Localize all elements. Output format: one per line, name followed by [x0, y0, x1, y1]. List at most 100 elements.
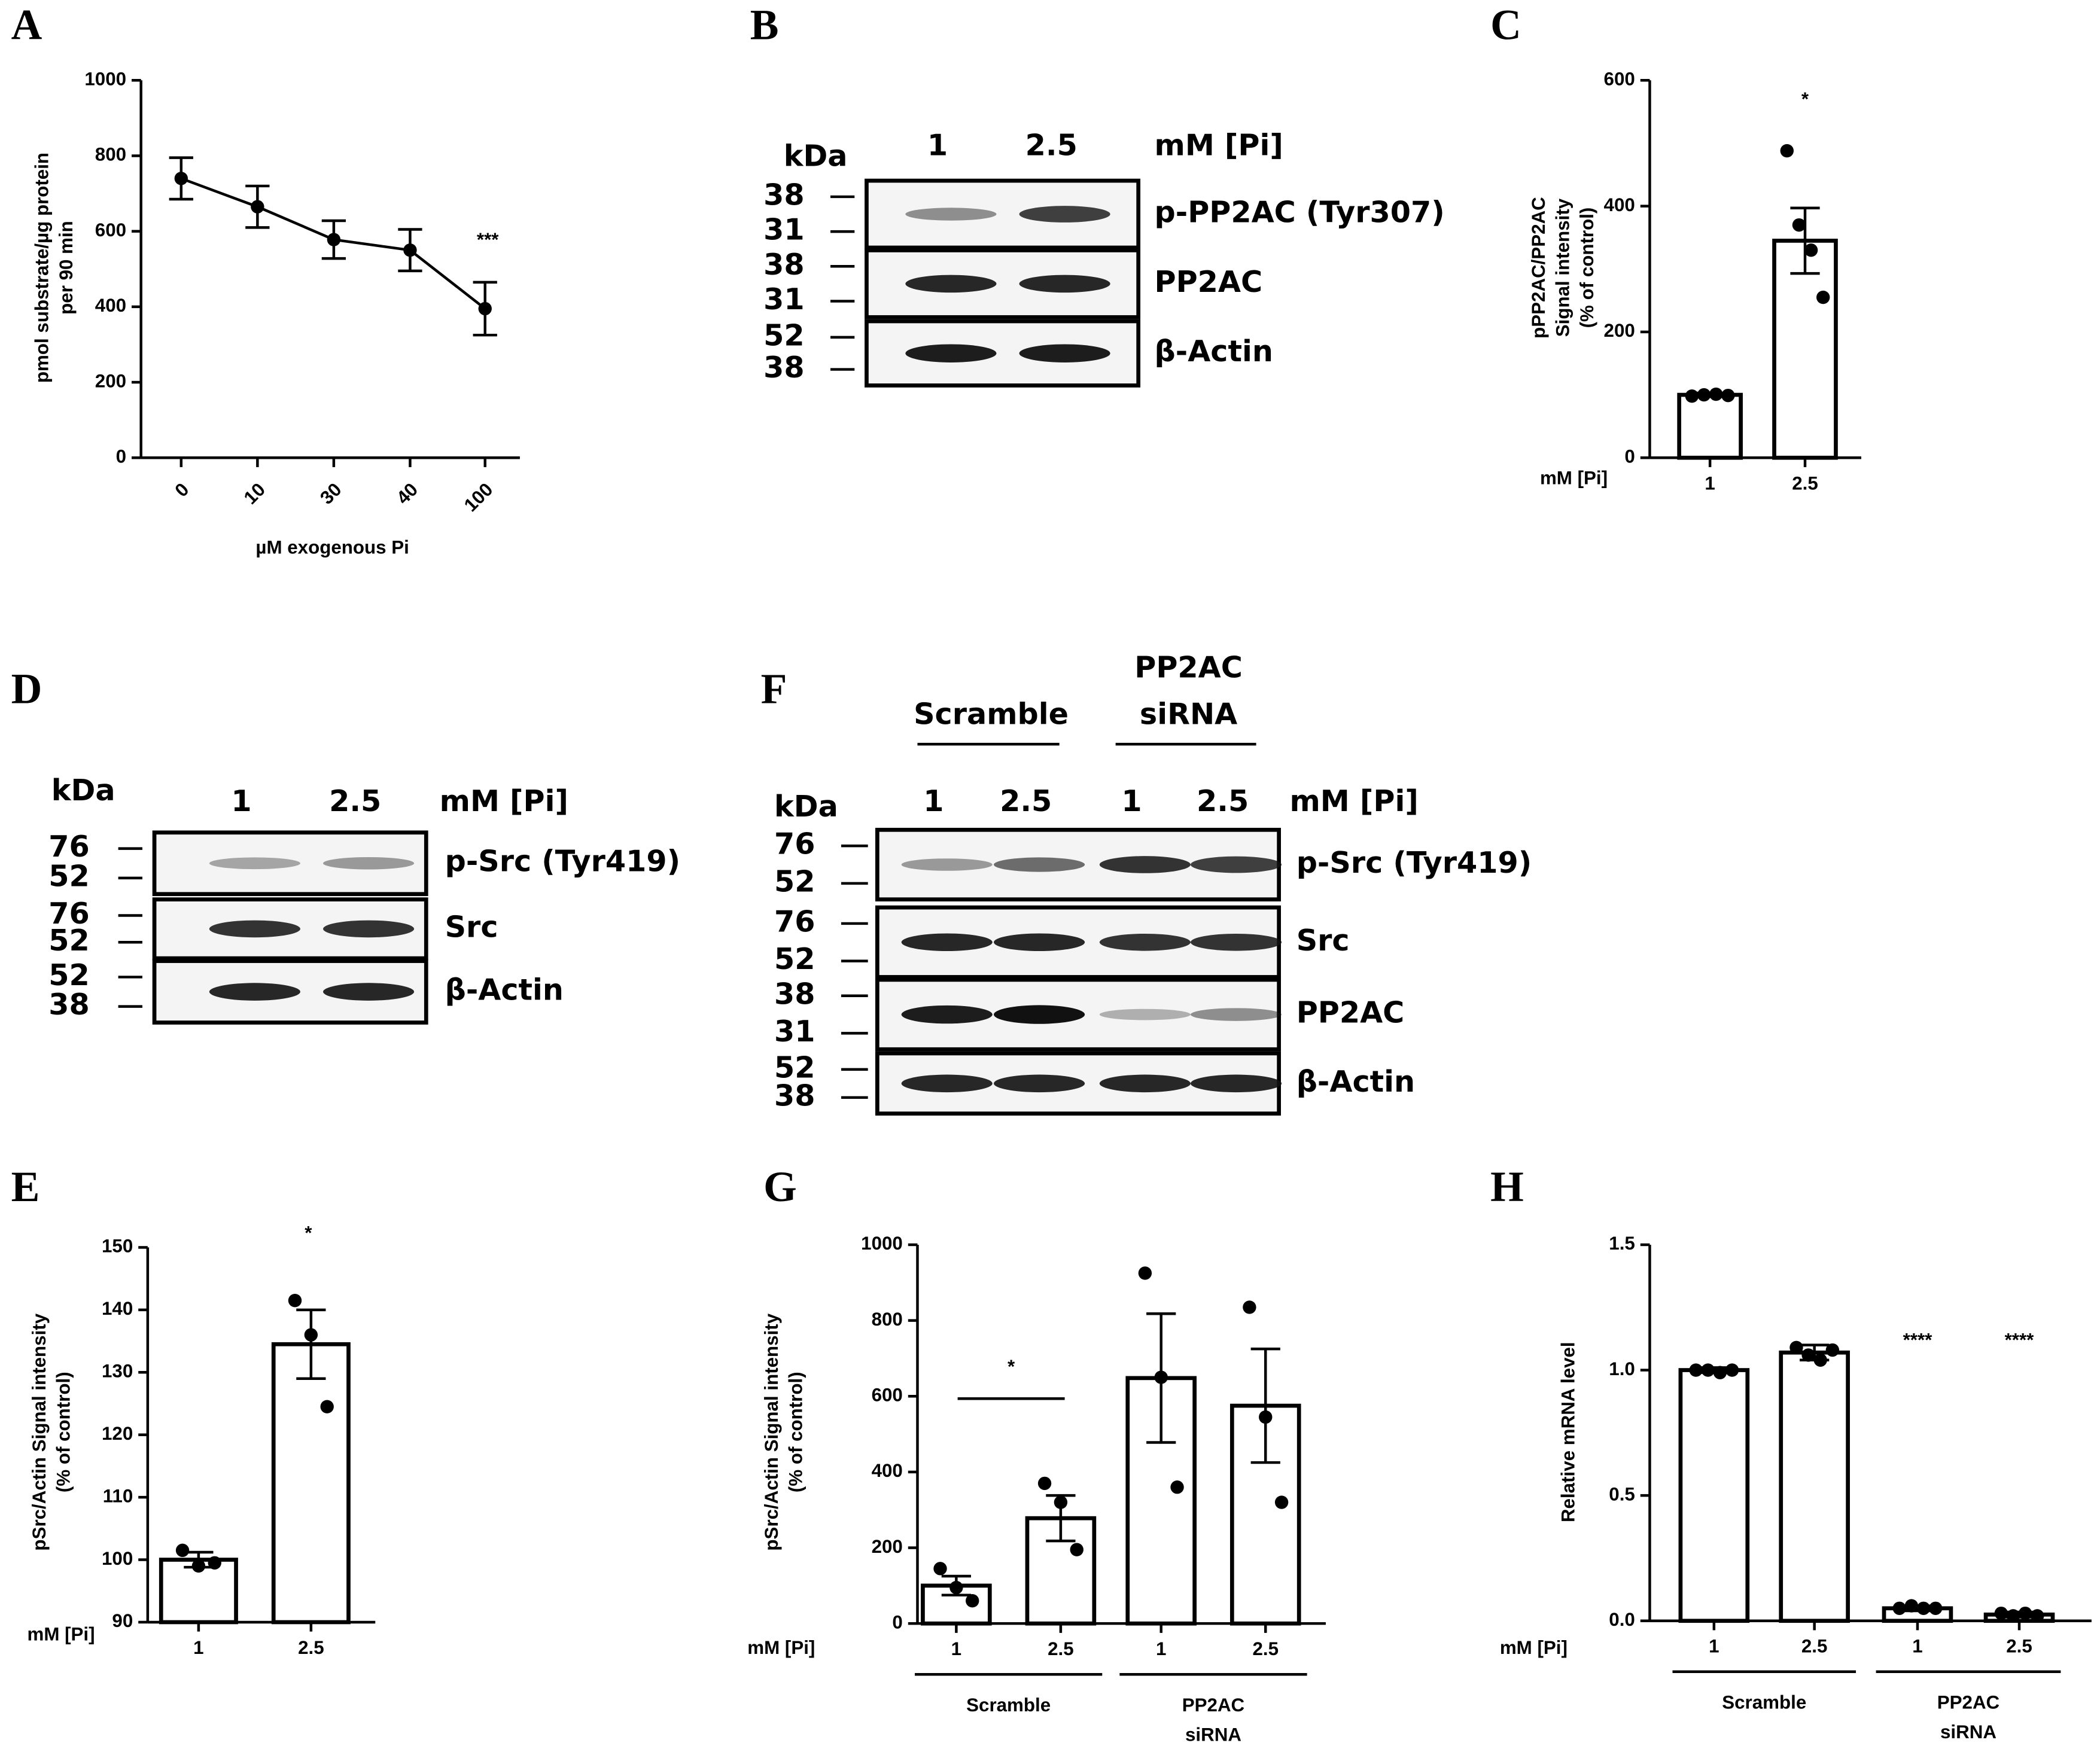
- y-axis-label: pmol substrate/µg protein: [32, 153, 53, 383]
- y-axis-label: pSrc/Actin Signal intensity: [761, 1313, 782, 1550]
- group-label: Scramble: [1722, 1692, 1806, 1713]
- x-unit-label: mM [Pi]: [1500, 1637, 1568, 1658]
- band: [994, 857, 1085, 872]
- band: [994, 1005, 1085, 1024]
- data-point: [1928, 1601, 1943, 1615]
- y-tick-label: 140: [102, 1298, 133, 1319]
- error-bar: [1250, 1347, 1280, 1464]
- data-point: [1689, 1363, 1703, 1377]
- y-tick-label: 800: [95, 144, 126, 165]
- data-point: [1725, 1363, 1739, 1377]
- x-tick-label: 0: [171, 479, 193, 501]
- data-point: [1138, 1266, 1152, 1280]
- y-tick-label: 110: [103, 1485, 133, 1506]
- group-label: Scramble: [914, 697, 1069, 732]
- y-axis-label: per 90 min: [56, 221, 77, 315]
- data-point: [1697, 388, 1711, 402]
- marker-label: 76: [774, 904, 815, 939]
- point: [327, 233, 341, 246]
- band: [994, 933, 1085, 952]
- data-point: [288, 1293, 302, 1308]
- y-tick-label: 0.5: [1609, 1483, 1635, 1504]
- marker-label: 31: [763, 282, 805, 316]
- data-point: [1154, 1370, 1168, 1384]
- x-tick-label: 1: [1912, 1636, 1922, 1657]
- lane-label: 2.5: [1025, 128, 1078, 163]
- y-axis-label: pPP2AC/PP2AC: [1528, 197, 1549, 339]
- data-point: [1274, 1495, 1289, 1509]
- data-point: [1709, 387, 1723, 401]
- band: [901, 1074, 993, 1093]
- y-tick-label: 150: [102, 1236, 133, 1257]
- band: [905, 344, 997, 362]
- group-label: PP2AC: [1182, 1695, 1244, 1716]
- row-label: p-PP2AC (Tyr307): [1155, 195, 1445, 230]
- band: [901, 933, 993, 952]
- data-point: [933, 1562, 947, 1576]
- band: [901, 1005, 993, 1024]
- x-tick-label: 2.5: [1048, 1638, 1074, 1659]
- data-point: [191, 1559, 206, 1573]
- group-label: Scramble: [966, 1695, 1051, 1716]
- x-tick-label: 30: [316, 479, 345, 508]
- row-label: PP2AC: [1155, 264, 1263, 299]
- panel-letter: F: [761, 666, 787, 713]
- marker-label: 76: [48, 896, 90, 931]
- point: [478, 301, 492, 316]
- band: [1099, 1074, 1191, 1093]
- data-point: [2006, 1609, 2020, 1623]
- marker-label: 76: [48, 829, 90, 864]
- row-label: p-Src (Tyr419): [1296, 845, 1532, 880]
- y-tick-label: 0.0: [1609, 1609, 1635, 1630]
- data-point: [1892, 1601, 1906, 1615]
- panel-letter: H: [1490, 1163, 1524, 1211]
- y-axis-label: (% of control): [53, 1372, 74, 1492]
- y-tick-label: 400: [1604, 194, 1635, 215]
- data-point: [1994, 1606, 2008, 1620]
- data-point: [1804, 243, 1818, 257]
- bar: [1772, 239, 1838, 460]
- y-tick-label: 0: [116, 446, 126, 467]
- y-tick-label: 1000: [861, 1233, 903, 1254]
- panel-letter: B: [750, 2, 779, 49]
- row-label: β-Actin: [445, 973, 564, 1007]
- band: [209, 983, 300, 1001]
- band: [322, 857, 415, 870]
- marker-label: 52: [763, 318, 805, 352]
- data-point: [1713, 1366, 1727, 1379]
- x-tick-label: 100: [460, 479, 497, 516]
- kda-label: kDa: [784, 139, 848, 173]
- marker-label: 38: [774, 976, 815, 1011]
- y-tick-label: 200: [95, 370, 126, 391]
- y-tick-label: 130: [102, 1361, 133, 1382]
- marker-label: 38: [763, 247, 805, 282]
- error-bar: [296, 1308, 326, 1380]
- x-tick-label: 10: [240, 479, 269, 508]
- row-label: Src: [445, 909, 498, 944]
- unit-label: mM [Pi]: [1290, 784, 1419, 818]
- row-label: PP2AC: [1296, 995, 1405, 1030]
- x-tick-label: 40: [392, 479, 422, 508]
- band: [1099, 856, 1191, 873]
- y-tick-label: 600: [95, 220, 126, 240]
- band: [1190, 1008, 1282, 1021]
- y-tick-label: 90: [112, 1610, 133, 1631]
- band: [901, 858, 993, 871]
- marker-label: 52: [774, 941, 815, 976]
- bar: [1678, 1368, 1750, 1623]
- data-point: [1170, 1480, 1184, 1494]
- group-label: siRNA: [1940, 1721, 1996, 1742]
- panel-letter: G: [763, 1163, 797, 1211]
- data-point: [1916, 1601, 1931, 1615]
- marker-label: 38: [48, 987, 90, 1022]
- band: [994, 1074, 1085, 1093]
- group-label: siRNA: [1140, 697, 1237, 732]
- lane-label: 1: [1121, 784, 1142, 818]
- y-tick-label: 0: [1624, 446, 1635, 467]
- point: [174, 172, 188, 185]
- group-label: siRNA: [1185, 1724, 1241, 1745]
- unit-label: mM [Pi]: [440, 784, 568, 818]
- data-point: [1685, 389, 1699, 403]
- band: [1099, 1008, 1191, 1020]
- y-axis-label: Signal intensity: [1553, 198, 1574, 337]
